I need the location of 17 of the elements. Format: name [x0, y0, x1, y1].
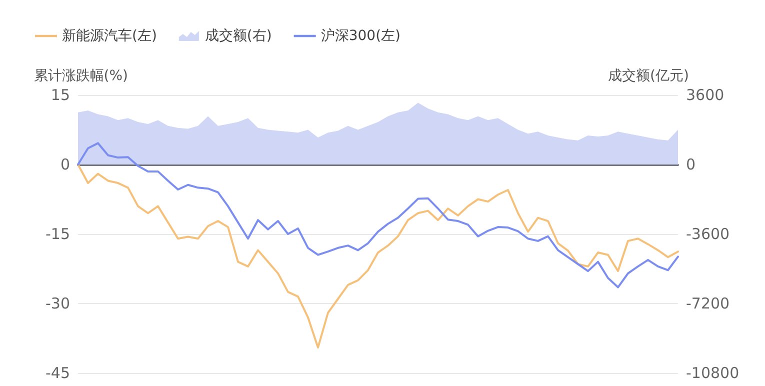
y2-tick-label: -3600	[686, 225, 730, 243]
y-tick-label: -15	[46, 225, 70, 243]
y-tick-label: -45	[46, 364, 70, 382]
y2-tick-label: -7200	[686, 294, 730, 312]
y2-axis-title: 成交额(亿元)	[608, 68, 689, 84]
y-tick-label: 15	[50, 86, 70, 104]
legend-label: 新能源汽车(左)	[62, 28, 157, 44]
y2-tick-label: 0	[686, 156, 696, 174]
legend-label: 成交额(右)	[204, 28, 272, 44]
y-axis-title: 累计涨跌幅(%)	[34, 68, 128, 84]
legend-label: 沪深300(左)	[320, 28, 401, 44]
y-tick-label: 0	[60, 156, 70, 174]
y2-tick-label: -10800	[686, 364, 740, 382]
line-series	[77, 164, 679, 349]
y-tick-label: -30	[46, 294, 70, 312]
line-series	[77, 142, 679, 288]
y2-tick-label: 3600	[686, 86, 724, 104]
